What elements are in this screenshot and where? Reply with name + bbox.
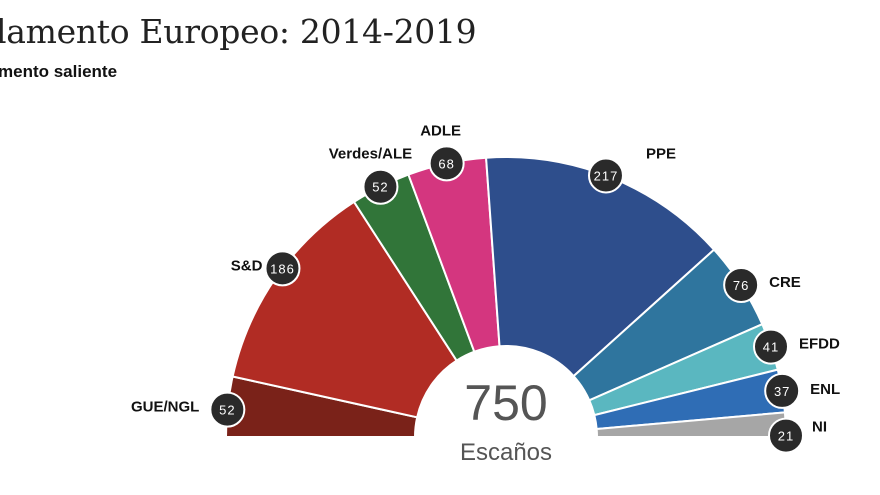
badge-circle <box>264 250 301 287</box>
seat-count-cre: 76 <box>733 278 749 293</box>
seat-count-ni: 21 <box>778 429 794 444</box>
badge-circle <box>587 157 624 194</box>
seat-count-efdd: 41 <box>763 340 779 355</box>
party-label-ni: NI <box>812 419 827 436</box>
badge-circle <box>209 391 246 428</box>
badge-circle <box>723 266 760 303</box>
party-label-gue-ngl: GUE/NGL <box>131 399 199 416</box>
seat-count-verdes-ale: 52 <box>372 180 388 195</box>
badges-group: 52 186 52 68 217 76 41 37 21 <box>209 145 804 454</box>
seat-count-enl: 37 <box>774 384 790 399</box>
total-seats-label: Escaños <box>460 439 552 466</box>
party-label-adle: ADLE <box>420 122 461 139</box>
party-label-efdd: EFDD <box>799 336 840 353</box>
seat-count-s-d: 186 <box>270 261 295 276</box>
segment-ppe[interactable] <box>485 156 716 378</box>
party-label-enl: ENL <box>810 381 840 398</box>
chart-subtitle: mento saliente <box>0 62 118 81</box>
seat-count-ppe: 217 <box>594 168 619 183</box>
seat-count-adle: 68 <box>438 156 454 171</box>
party-label-s-d: S&D <box>231 257 263 274</box>
badge-s-d: 186 <box>264 250 301 287</box>
badge-efdd: 41 <box>752 328 789 365</box>
badge-circle <box>428 145 465 182</box>
seat-count-gue-ngl: 52 <box>219 403 235 418</box>
badge-circle <box>764 372 801 409</box>
total-seats-value: 750 <box>464 375 547 431</box>
party-label-verdes-ale: Verdes/ALE <box>329 146 412 163</box>
segment-s-d[interactable] <box>231 200 458 419</box>
party-label-cre: CRE <box>769 274 801 291</box>
badge-enl: 37 <box>764 372 801 409</box>
badge-ni: 21 <box>767 417 804 454</box>
badge-gue-ngl: 52 <box>209 391 246 428</box>
badge-verdes-ale: 52 <box>362 168 399 205</box>
badge-adle: 68 <box>428 145 465 182</box>
badge-cre: 76 <box>723 266 760 303</box>
badge-ppe: 217 <box>587 157 624 194</box>
labels-group: GUE/NGL S&D Verdes/ALE ADLE PPE CRE EFDD ENL NI <box>131 122 840 435</box>
badge-circle <box>752 328 789 365</box>
chart-title: lamento Europeo: 2014-2019 <box>0 12 477 51</box>
party-label-ppe: PPE <box>646 145 676 162</box>
badge-circle <box>767 417 804 454</box>
badge-circle <box>362 168 399 205</box>
